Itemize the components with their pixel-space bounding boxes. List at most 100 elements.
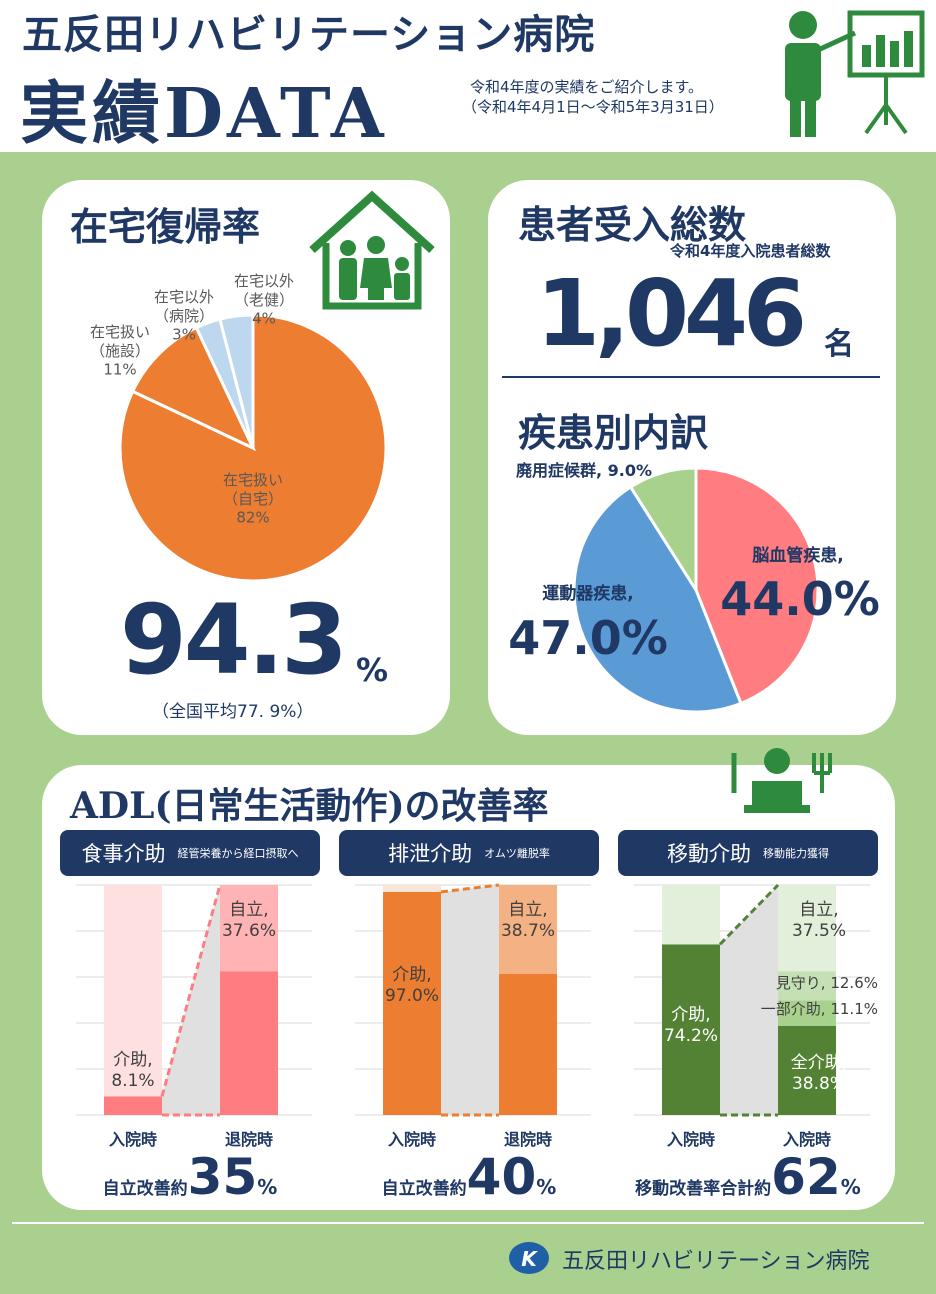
bar-label-value: 97.0% [384,986,439,1006]
adl-panel: ADL(日常生活動作)の改善率 食事介助 経管栄養から経口摂取へ 介助, 8.1% 自立… [42,748,895,1210]
bar-1-segment-1 [778,1000,836,1026]
home-return-slice-3 [218,313,255,449]
adl-chart-title: 排泄介助 [388,842,473,866]
hospital-name: 五反田リハビリテーション病院 [22,12,596,58]
page-title: 実績DATA [20,74,388,154]
disease-label-1-name: 運動器疾患, [542,583,633,604]
bar-label-name: 介助, [671,1005,711,1025]
improvement-unit: % [840,1175,861,1199]
adl-chart-1: 排泄介助 オムツ離脱率 介助, 97.0% 自立, 38.7% 入院時 退院時 自立改善約40% [339,830,599,1206]
bar-0-segment-1 [662,885,720,945]
family-house-icon [309,190,435,310]
bar-1-segment-0 [778,1025,836,1115]
bar-label: 介助, 97.0% [362,965,462,1007]
disease-label-2: 廃用症候群, 9.0% [516,461,652,480]
home-return-value: 94.3 [120,584,348,696]
home-return-unit: % [356,651,389,689]
improvement-label: 自立改善約 [102,1179,188,1199]
improvement-value: 40 [466,1148,537,1206]
bar-label-value: 8.1% [111,1071,155,1091]
footer-divider [12,1222,924,1224]
adl-chart-title: 移動介助 [667,842,751,866]
footer-hospital-name: 五反田リハビリテーション病院 [562,1249,870,1274]
improvement-value: 62 [771,1148,841,1206]
improvement-value: 35 [187,1148,258,1206]
disease-pie: 脳血管疾患, 44.0% 運動器疾患, 47.0% 廃用症候群, 9.0% [508,461,880,714]
improvement-unit: % [536,1175,557,1199]
bar-label-value: 38.8% [791,1074,846,1094]
bar-label-name: 介助, [113,1050,153,1070]
adl-bar-chart [634,883,870,1117]
breakdown-title: 疾患別内訳 [518,410,709,455]
national-average: （全国平均77. 9%） [152,702,314,722]
bar-1-segment-0 [499,974,557,1115]
bar-1-segment-0 [220,971,278,1115]
improvement-rate: 自立改善約40% [339,1148,599,1206]
bar-1-segment-3 [778,885,836,972]
presenter-icon [785,10,925,137]
patients-count: 1,046 [536,260,807,367]
transition-line [160,884,222,1097]
dining-person-icon [731,748,832,813]
patients-panel: 患者受入総数 令和4年度入院患者総数 1,046 名 疾患別内訳 脳血管疾患, 4… [488,180,896,735]
home-return-label-3: 在宅以外（老健） 4% [234,272,294,328]
bar-label-value: 37.5% [791,921,846,941]
bar-label-side: 見守り, 12.6% [775,974,878,992]
home-return-label-0: 在宅扱い（自宅） 82% [223,471,283,527]
transition-area [720,885,778,1115]
bar-label-name: 自立, [799,900,839,920]
bar-label: 自立, 37.5% [769,900,869,942]
bar-label-side: 一部介助, 11.1% [760,1000,878,1018]
improvement-label: 移動改善率合計約 [635,1179,772,1199]
patients-subtitle: 令和4年度入院患者総数 [670,242,831,260]
bar-label-name: 介助, [392,965,432,985]
kamachi-logo: K [509,1242,549,1274]
patients-unit: 名 [824,327,854,362]
home-return-label-1: 在宅扱い（施設） 11% [90,323,150,379]
x-axis-label: 退院時 [224,1130,273,1149]
patients-title: 患者受入総数 [518,202,747,247]
disease-slice-2 [628,466,698,596]
disease-slice-0 [694,466,820,706]
disease-label-1-pct: 47.0% [508,611,668,665]
improvement-unit: % [257,1175,278,1199]
adl-chart-subtitle: 移動能力獲得 [763,847,829,860]
x-axis-label: 入院時 [782,1130,831,1149]
bar-0-segment-1 [104,885,162,1097]
adl-chart-0: 食事介助 経管栄養から経口摂取へ 介助, 8.1% 自立, 37.6% 入院時 退院時 自立改善… [60,830,320,1206]
bar-label: 介助, 8.1% [83,1050,183,1092]
bar-label-name: 自立, [229,900,269,920]
adl-chart-subtitle: オムツ離脱率 [484,847,550,860]
bar-1-segment-1 [499,885,557,975]
bar-0-segment-1 [383,885,441,892]
bar-label: 自立, 37.6% [199,900,299,942]
improvement-label: 自立改善約 [381,1179,467,1199]
disease-label-0-pct: 44.0% [720,572,880,626]
adl-title: ADL(日常生活動作)の改善率 [70,785,549,827]
disease-label-0-name: 脳血管疾患, [752,545,843,566]
bar-label: 介助, 74.2% [656,1005,726,1047]
bar-label-value: 38.7% [500,921,555,941]
x-axis-label: 入院時 [666,1130,715,1149]
x-axis-label: 入院時 [387,1130,436,1149]
home-return-label-2: 在宅以外（病院） 3% [154,288,214,344]
bar-1-segment-2 [778,971,836,1001]
period-intro: 令和4年度の実績をご紹介します。 [470,78,704,96]
bar-0-segment-0 [383,891,441,1115]
adl-chart-subtitle: 経管栄養から経口摂取へ [177,847,299,860]
adl-chart-header: 排泄介助 オムツ離脱率 [339,830,599,876]
home-return-slice-1 [130,325,257,452]
home-return-pie: 在宅扱い（自宅） 82% 在宅扱い（施設） 11%在宅以外（病院） 3% 在宅以外（老健）… [90,272,388,583]
svg-text:K: K [521,1247,538,1271]
bar-0-segment-0 [662,944,720,1115]
bar-label-name: 自立, [508,900,548,920]
transition-area [441,885,499,1115]
adl-bar-chart [76,884,312,1117]
disease-slice-1 [572,484,743,714]
transition-line [718,883,780,946]
transition-line [440,883,500,894]
header: 五反田リハビリテーション病院 実績DATA 令和4年度の実績をご紹介します。 （… [0,0,936,154]
bar-0-segment-0 [104,1096,162,1115]
x-axis-label: 退院時 [503,1130,552,1149]
period-range: （令和4年4月1日～令和5年3月31日） [462,98,724,116]
